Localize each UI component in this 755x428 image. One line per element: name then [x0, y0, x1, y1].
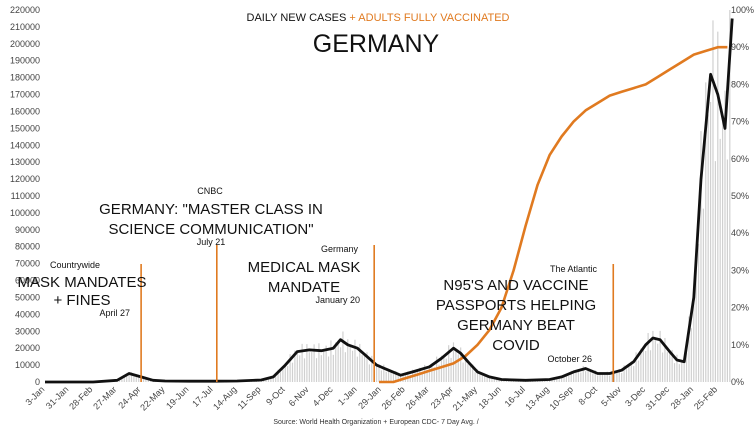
- annotation-date: July 21: [197, 237, 226, 247]
- y-tick-right: 30%: [731, 265, 749, 275]
- y-tick-right: 90%: [731, 42, 749, 52]
- x-tick: 5-Nov: [599, 384, 623, 408]
- y-tick-right: 0%: [731, 377, 744, 387]
- annotation-source: Germany: [321, 244, 359, 254]
- y-tick-right: 50%: [731, 191, 749, 201]
- x-tick: 22-May: [138, 384, 167, 413]
- y-tick-left: 30000: [15, 326, 40, 336]
- source-note: Source: World Health Organization + Euro…: [273, 419, 478, 426]
- x-tick: 11-Sep: [236, 384, 263, 411]
- y-tick-left: 220000: [10, 5, 40, 15]
- y-axis-left: 0 10000 20000 30000 40000 50000 60000 70000 8000…: [10, 5, 40, 387]
- x-tick: 9-Oct: [264, 384, 287, 407]
- y-tick-left: 140000: [10, 140, 40, 150]
- x-tick: 25-Feb: [692, 384, 719, 411]
- annotation-headline: COVID: [492, 337, 540, 354]
- annotation-date: October 26: [547, 354, 592, 364]
- x-tick: 6-Nov: [287, 384, 311, 408]
- annotation-source: CNBC: [197, 186, 223, 196]
- daily-bars: [106, 10, 731, 382]
- x-tick: 21-May: [451, 384, 480, 413]
- vaccinated-line: [379, 45, 728, 384]
- x-tick: 18-Jun: [476, 384, 503, 411]
- y-tick-left: 100000: [10, 208, 40, 218]
- y-tick-right: 20%: [731, 303, 749, 313]
- x-tick: 27-Mar: [91, 384, 118, 411]
- y-tick-left: 40000: [15, 309, 40, 319]
- y-tick-left: 150000: [10, 123, 40, 133]
- y-tick-left: 120000: [10, 174, 40, 184]
- x-tick: 26-Mar: [404, 384, 431, 411]
- annotation-date: January 20: [315, 295, 360, 305]
- y-tick-right: 80%: [731, 79, 749, 89]
- y-tick-left: 110000: [11, 191, 40, 201]
- x-tick: 4-Dec: [311, 384, 335, 408]
- y-tick-left: 180000: [10, 73, 40, 83]
- x-tick: 28-Jan: [669, 384, 696, 411]
- annotation-source: Countrywide: [50, 260, 100, 270]
- x-tick: 10-Sep: [547, 384, 575, 412]
- y-tick-right: 40%: [731, 228, 749, 238]
- x-tick: 31-Jan: [44, 384, 71, 411]
- x-tick: 13-Aug: [523, 384, 551, 412]
- annotation-headline: SCIENCE COMMUNICATION": [108, 221, 313, 238]
- y-tick-left: 90000: [15, 225, 40, 235]
- annotation-headline: MANDATE: [268, 279, 340, 296]
- y-tick-left: 170000: [10, 90, 40, 100]
- subtitle-plus: +: [346, 12, 358, 24]
- y-tick-right: 70%: [731, 117, 749, 127]
- annotation-headline: GERMANY BEAT: [457, 317, 575, 334]
- vaccinated-series: [379, 45, 728, 384]
- y-tick-left: 130000: [10, 157, 40, 167]
- y-axis-right: 0% 10% 20% 30% 40% 50% 60% 70% 80% 90% 100%: [731, 5, 754, 387]
- annotation-date: April 27: [99, 308, 130, 318]
- x-axis: 3-Jan31-Jan28-Feb27-Mar24-Apr22-May19-Ju…: [23, 384, 719, 413]
- x-tick: 26-Feb: [380, 384, 407, 411]
- y-tick-left: 0: [35, 377, 40, 387]
- annotation-headline: MASK MANDATES: [18, 274, 147, 291]
- annotation-source: The Atlantic: [550, 264, 598, 274]
- chart-title: GERMANY: [313, 30, 440, 58]
- annotation-headline: N95'S AND VACCINE: [443, 277, 588, 294]
- y-tick-left: 50000: [15, 292, 40, 302]
- chart-subtitle: DAILY NEW CASES + ADULTS FULLY VACCINATE…: [247, 12, 510, 24]
- y-tick-left: 80000: [15, 242, 40, 252]
- cases-line: [45, 18, 734, 384]
- y-tick-right: 60%: [731, 154, 749, 164]
- annotation-headline: GERMANY: "MASTER CLASS IN: [99, 201, 323, 218]
- y-tick-left: 20000: [15, 343, 40, 353]
- y-tick-left: 160000: [10, 106, 40, 116]
- y-tick-left: 10000: [15, 360, 40, 370]
- x-tick: 31-Dec: [644, 384, 672, 412]
- x-tick: 19-Jun: [164, 384, 191, 411]
- y-tick-left: 60000: [15, 276, 40, 286]
- x-tick: 8-Oct: [576, 384, 599, 407]
- subtitle-cases: DAILY NEW CASES: [247, 12, 347, 24]
- x-tick: 14-Aug: [211, 384, 239, 412]
- x-tick: 29-Jan: [356, 384, 383, 411]
- y-tick-right: 100%: [731, 5, 754, 15]
- y-tick-left: 70000: [15, 259, 40, 269]
- y-tick-left: 190000: [10, 56, 40, 66]
- annotation-headline: PASSPORTS HELPING: [436, 297, 596, 314]
- y-tick-left: 200000: [10, 39, 40, 49]
- y-tick-right: 10%: [731, 340, 749, 350]
- x-tick: 28-Feb: [67, 384, 94, 411]
- cases-series: [45, 18, 734, 384]
- y-tick-left: 210000: [10, 22, 40, 32]
- annotation-headline: MEDICAL MASK: [248, 259, 361, 276]
- subtitle-vaccinated: ADULTS FULLY VACCINATED: [358, 12, 509, 24]
- annotation-headline: + FINES: [53, 292, 110, 309]
